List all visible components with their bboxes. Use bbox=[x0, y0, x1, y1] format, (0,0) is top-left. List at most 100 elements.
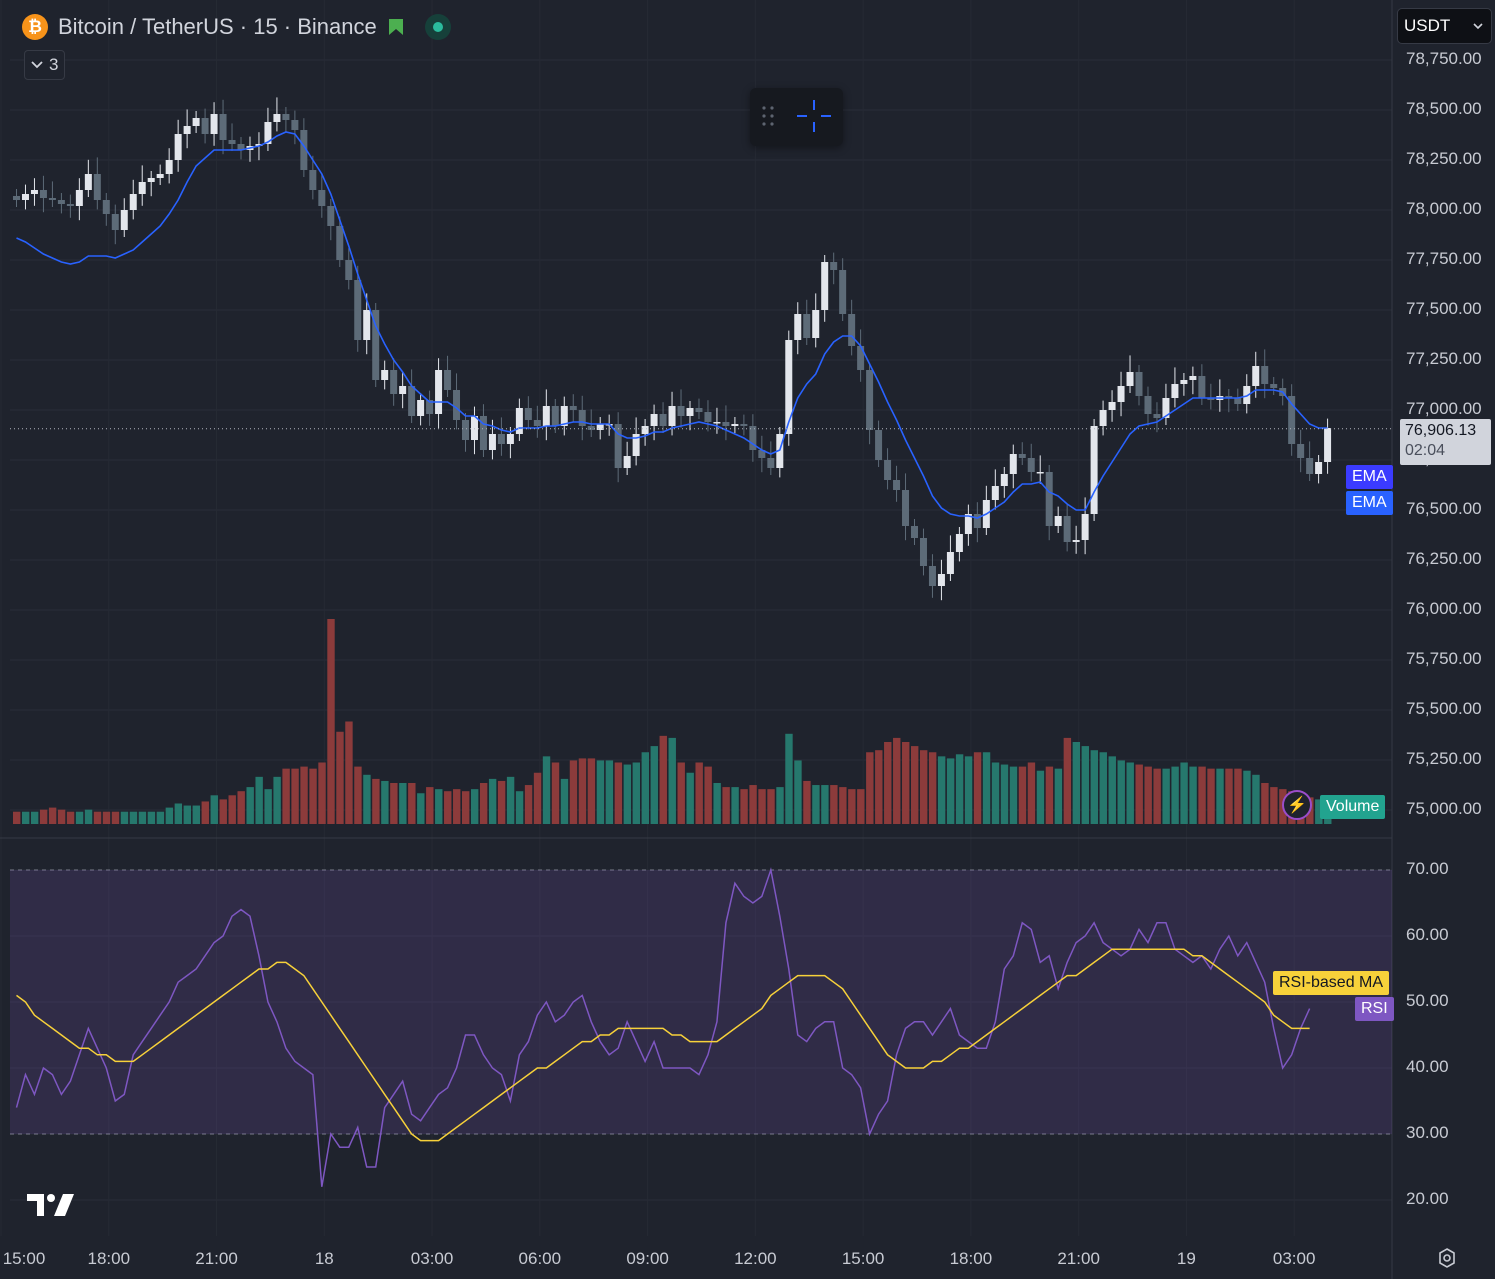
candle[interactable] bbox=[704, 400, 712, 432]
candle[interactable] bbox=[147, 171, 155, 197]
candle[interactable] bbox=[192, 111, 200, 133]
candle[interactable] bbox=[1099, 400, 1107, 436]
candle[interactable] bbox=[686, 401, 694, 431]
candle[interactable] bbox=[946, 535, 954, 581]
candle[interactable] bbox=[1189, 366, 1197, 395]
candle[interactable] bbox=[641, 419, 649, 446]
candle[interactable] bbox=[408, 369, 416, 423]
candle[interactable] bbox=[677, 389, 685, 428]
candle[interactable] bbox=[902, 473, 910, 541]
candle[interactable] bbox=[1270, 377, 1278, 395]
candle[interactable] bbox=[1036, 455, 1044, 484]
candle[interactable] bbox=[93, 157, 101, 210]
candle[interactable] bbox=[75, 178, 83, 221]
candle[interactable] bbox=[911, 519, 918, 545]
candle[interactable] bbox=[884, 448, 892, 490]
candle[interactable] bbox=[533, 405, 541, 438]
candle[interactable] bbox=[821, 255, 829, 322]
drag-handle-icon[interactable] bbox=[762, 106, 774, 126]
status-dot-icon[interactable] bbox=[424, 14, 451, 40]
candle[interactable] bbox=[201, 108, 209, 144]
candle[interactable] bbox=[1261, 349, 1269, 399]
candle[interactable] bbox=[300, 118, 308, 177]
candle[interactable] bbox=[453, 373, 461, 430]
candle[interactable] bbox=[524, 396, 532, 430]
candle[interactable] bbox=[390, 358, 398, 406]
candle[interactable] bbox=[138, 165, 146, 206]
candle[interactable] bbox=[964, 504, 972, 546]
candle[interactable] bbox=[1243, 374, 1251, 414]
candle[interactable] bbox=[839, 258, 847, 321]
candle[interactable] bbox=[1108, 390, 1116, 422]
flag-icon[interactable] bbox=[387, 18, 405, 36]
candle[interactable] bbox=[614, 412, 622, 483]
candle[interactable] bbox=[210, 102, 218, 146]
floating-tool-widget[interactable] bbox=[750, 88, 843, 146]
currency-select[interactable]: USDT bbox=[1397, 8, 1492, 44]
candle[interactable] bbox=[1162, 383, 1170, 425]
candle[interactable] bbox=[848, 299, 856, 356]
candle[interactable] bbox=[1018, 442, 1026, 465]
candle[interactable] bbox=[722, 405, 730, 441]
candle[interactable] bbox=[740, 414, 748, 436]
candle[interactable] bbox=[354, 265, 362, 352]
candle[interactable] bbox=[1234, 388, 1242, 411]
candle[interactable] bbox=[650, 404, 658, 441]
candle[interactable] bbox=[955, 527, 963, 562]
candle[interactable] bbox=[569, 394, 577, 422]
candle[interactable] bbox=[1180, 373, 1188, 396]
candle[interactable] bbox=[282, 107, 290, 132]
candle[interactable] bbox=[470, 406, 478, 455]
candle[interactable] bbox=[66, 194, 74, 218]
symbol-title[interactable]: Bitcoin / TetherUS · 15 · Binance bbox=[58, 14, 377, 39]
candle[interactable] bbox=[165, 148, 173, 184]
candle[interactable] bbox=[426, 390, 434, 426]
candle[interactable] bbox=[102, 193, 110, 226]
candle[interactable] bbox=[462, 413, 469, 452]
candle[interactable] bbox=[785, 330, 793, 446]
candle[interactable] bbox=[273, 97, 281, 132]
candle[interactable] bbox=[1090, 419, 1098, 521]
candle[interactable] bbox=[1324, 418, 1332, 474]
candle[interactable] bbox=[596, 417, 604, 440]
tradingview-logo[interactable] bbox=[27, 1192, 75, 1218]
candle[interactable] bbox=[1306, 441, 1314, 481]
candle[interactable] bbox=[973, 502, 981, 543]
candle[interactable] bbox=[174, 119, 182, 172]
candle[interactable] bbox=[1072, 525, 1080, 554]
candle[interactable] bbox=[1225, 389, 1233, 413]
candle[interactable] bbox=[1117, 371, 1125, 417]
candle[interactable] bbox=[560, 396, 568, 436]
candle[interactable] bbox=[1297, 429, 1305, 473]
candle[interactable] bbox=[893, 465, 901, 502]
candle[interactable] bbox=[111, 204, 119, 245]
candle[interactable] bbox=[345, 248, 353, 290]
candle[interactable] bbox=[228, 123, 236, 151]
candle[interactable] bbox=[435, 358, 443, 429]
candle[interactable] bbox=[857, 329, 865, 382]
candle[interactable] bbox=[731, 417, 739, 433]
candle[interactable] bbox=[363, 293, 371, 355]
candle[interactable] bbox=[515, 398, 523, 441]
lightning-icon[interactable]: ⚡ bbox=[1282, 790, 1312, 820]
candle[interactable] bbox=[767, 441, 775, 475]
candle[interactable] bbox=[928, 554, 936, 598]
candle[interactable] bbox=[372, 303, 380, 387]
candle[interactable] bbox=[1144, 386, 1152, 426]
candle[interactable] bbox=[1063, 504, 1071, 552]
candle[interactable] bbox=[39, 175, 47, 213]
candle[interactable] bbox=[21, 184, 29, 210]
candle[interactable] bbox=[1198, 364, 1206, 405]
candle[interactable] bbox=[84, 159, 92, 197]
candle[interactable] bbox=[937, 559, 945, 601]
candle[interactable] bbox=[479, 404, 487, 457]
candle[interactable] bbox=[1207, 383, 1215, 410]
candle[interactable] bbox=[1135, 365, 1143, 406]
candle[interactable] bbox=[1153, 402, 1161, 433]
candle[interactable] bbox=[1000, 467, 1008, 498]
candle[interactable] bbox=[542, 389, 550, 441]
candle[interactable] bbox=[497, 417, 505, 456]
candle[interactable] bbox=[551, 399, 559, 433]
candle[interactable] bbox=[57, 193, 65, 214]
